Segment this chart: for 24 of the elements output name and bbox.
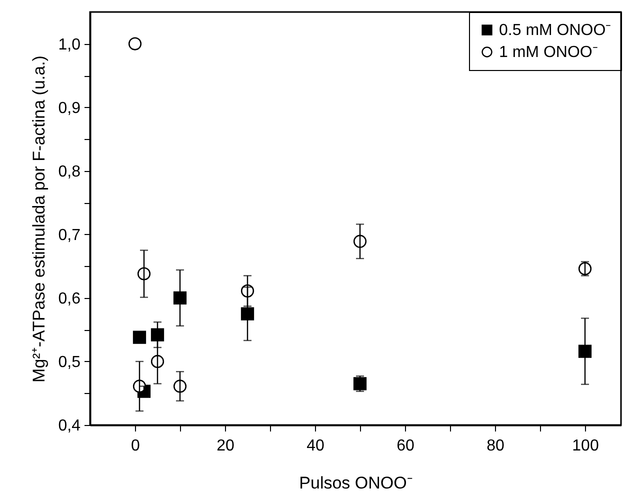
point: [132, 330, 146, 344]
x-tick-label: 100: [572, 438, 599, 454]
x-tick-label: 0: [131, 438, 140, 454]
y-tick-label: 0,8: [58, 163, 81, 180]
x-axis-title: Pulsos ONOO⁻: [299, 474, 413, 492]
y-tick-label: 1,0: [58, 36, 81, 54]
y-tick-label: 0,5: [58, 354, 81, 371]
x-tick-label: 80: [486, 438, 504, 454]
y-tick-label: 0,7: [58, 226, 81, 244]
point: [128, 37, 142, 50]
x-tick-label: 40: [306, 438, 324, 454]
y-axis-title: Mg²⁺-ATPase estimulada por F-actina (u.a.): [29, 56, 48, 382]
point: [578, 344, 592, 358]
legend-label: 0.5 mM ONOO⁻: [499, 22, 611, 39]
point: [240, 307, 254, 320]
point: [150, 328, 164, 342]
point: [173, 291, 187, 304]
point: [353, 377, 367, 390]
x-tick-label: 60: [396, 438, 414, 454]
legend-label: 1 mM ONOO⁻: [499, 44, 598, 61]
y-tick-label: 0,6: [58, 290, 81, 308]
y-tick-label: 0,9: [58, 100, 81, 117]
y-tick-label: 0,4: [58, 418, 81, 434]
x-tick-label: 20: [216, 438, 234, 454]
